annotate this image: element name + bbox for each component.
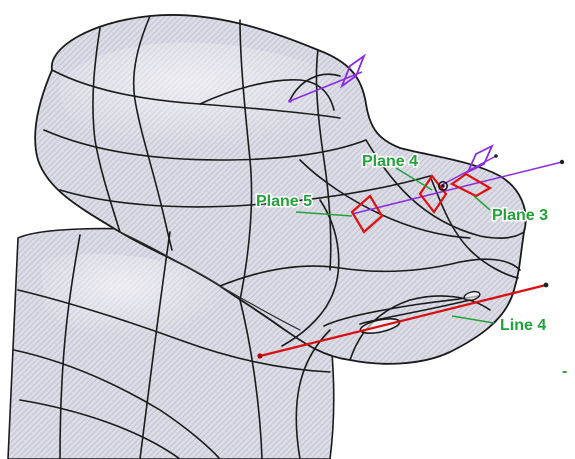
axis-endpoint[interactable] (288, 99, 292, 103)
fossa-edge (359, 299, 471, 325)
label-line-4[interactable]: Line 4 (499, 316, 548, 336)
iso-curve (429, 175, 519, 279)
iso-curve (365, 139, 525, 239)
plane-upper-purple[interactable] (340, 53, 366, 89)
axis-origin-marker[interactable] (438, 181, 448, 191)
iso-curve (289, 73, 341, 101)
axis-endpoint[interactable] (494, 154, 498, 158)
leader-plane-3 (473, 195, 491, 211)
plane-4-purple[interactable] (466, 144, 494, 174)
plane-3[interactable] (449, 172, 493, 198)
iso-curve (315, 49, 332, 271)
iso-curve (59, 175, 431, 208)
surface-highlight (59, 42, 344, 154)
iso-curve (43, 129, 367, 161)
fossa-hole-end (463, 290, 481, 302)
leader-plane-4 (395, 167, 433, 191)
axis-line-main[interactable] (351, 161, 563, 215)
leader-plane-5 (295, 211, 353, 217)
leader-line-4 (451, 315, 495, 324)
iso-curve (239, 19, 253, 301)
iso-curve (239, 299, 263, 459)
iso-curve (19, 399, 181, 459)
iso-curve (219, 258, 521, 287)
iso-curve (132, 15, 173, 251)
planes[interactable] (340, 53, 494, 234)
label-plane-4[interactable]: Plane 4 (361, 152, 420, 172)
line-4[interactable] (257, 282, 549, 359)
bone-surface-model[interactable] (7, 14, 527, 459)
label-plane-3[interactable]: Plane 3 (491, 206, 550, 226)
axis-lines[interactable] (288, 71, 565, 215)
iso-curve (139, 231, 171, 459)
iso-curve (281, 199, 340, 347)
line-4-end-point[interactable] (543, 282, 549, 288)
iso-curve (59, 234, 81, 459)
label-plane-5[interactable]: Plane 5 (255, 192, 314, 212)
line-4-start-point[interactable] (257, 353, 263, 359)
line-4-segment[interactable] (259, 283, 547, 358)
iso-curve (119, 231, 301, 331)
axis-origin-dot (441, 184, 445, 188)
iso-curve (17, 289, 331, 373)
iso-curve (92, 27, 121, 233)
iso-curve (199, 78, 335, 111)
surface-highlight-lower (40, 254, 222, 344)
plane-4[interactable] (418, 174, 448, 214)
labels[interactable]: Plane 4 Plane 5 Plane 3 Line 4 - (255, 152, 568, 381)
label-leaders (295, 167, 495, 324)
axis-line-upper[interactable] (289, 71, 363, 102)
iso-curve (13, 349, 221, 459)
axis-endpoint[interactable] (559, 159, 565, 165)
plane-5[interactable] (350, 194, 384, 234)
label-dash: - (562, 363, 567, 380)
